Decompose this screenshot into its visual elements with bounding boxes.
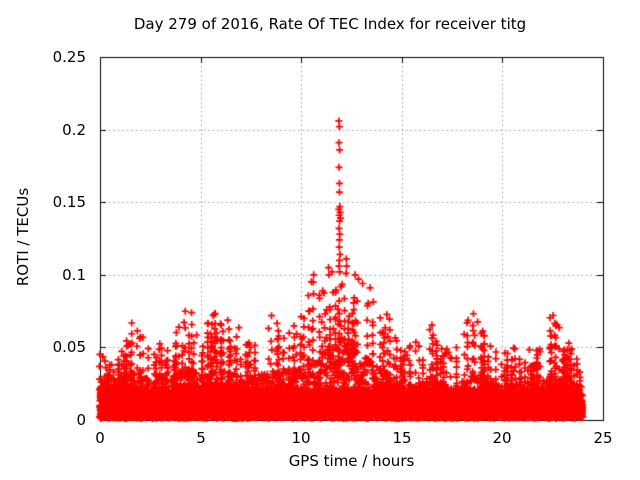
x-tick-label-20: 20	[492, 429, 512, 447]
x-tick-label-10: 10	[291, 429, 311, 447]
y-tick-label-0-2: 0.2	[62, 121, 86, 139]
y-tick-label-0-15: 0.15	[52, 193, 86, 211]
y-tick-label-0-25: 0.25	[52, 48, 86, 66]
y-tick-label-0-05: 0.05	[52, 338, 86, 356]
x-tick-label-5: 5	[196, 429, 206, 447]
y-tick-label-0-1: 0.1	[62, 266, 86, 284]
x-tick-label-0: 0	[95, 429, 105, 447]
y-axis-label: ROTI / TECUs	[14, 187, 32, 287]
x-tick-label-25: 25	[593, 429, 613, 447]
x-tick-label-15: 15	[392, 429, 412, 447]
chart-title: Day 279 of 2016, Rate Of TEC Index for r…	[133, 15, 527, 33]
x-axis-label: GPS time / hours	[288, 452, 415, 470]
y-tick-label-0: 0	[76, 411, 86, 429]
